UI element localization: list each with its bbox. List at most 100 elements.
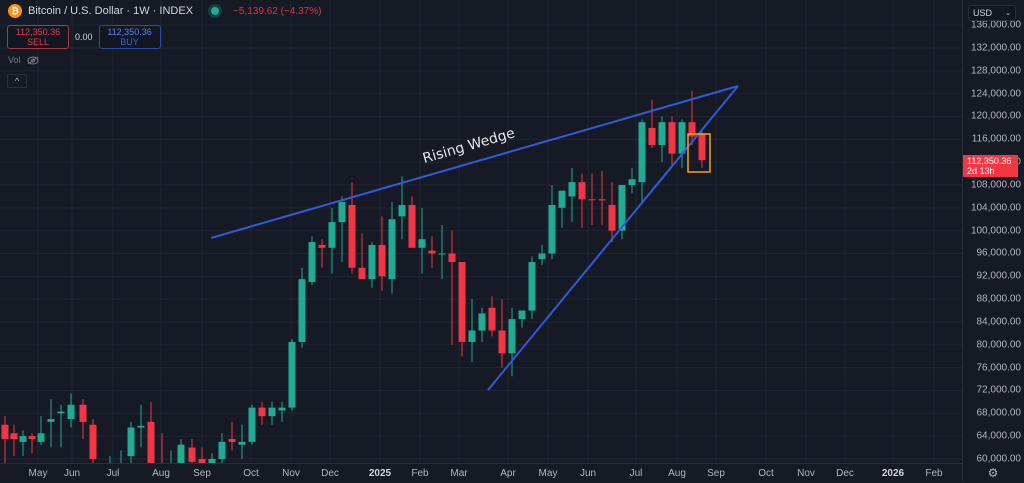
time-tick: Dec	[836, 468, 854, 479]
lower-wedge-line[interactable]	[487, 85, 739, 391]
candle[interactable]	[358, 233, 366, 280]
candle[interactable]	[598, 170, 606, 225]
candle[interactable]	[558, 190, 566, 228]
price-tick: 68,000.00	[976, 407, 1022, 419]
candle[interactable]	[57, 404, 65, 448]
price-tick: 64,000.00	[976, 430, 1022, 442]
vol-label: Vol	[8, 55, 21, 65]
price-tick: 132,000.00	[970, 42, 1021, 54]
candle[interactable]	[548, 184, 556, 260]
candle[interactable]	[118, 450, 125, 463]
candle[interactable]	[298, 267, 306, 348]
time-tick: 2026	[881, 468, 905, 479]
candle[interactable]	[107, 456, 114, 463]
upper-wedge-line[interactable]	[210, 85, 739, 239]
candle[interactable]	[79, 399, 87, 439]
candle[interactable]	[89, 419, 97, 463]
time-axis[interactable]: May Jun Jul Aug Sep Oct Nov Dec 2025 Feb Mar Apr May…	[0, 463, 962, 483]
candle[interactable]	[378, 216, 386, 291]
candle[interactable]	[638, 119, 646, 203]
candle[interactable]	[628, 167, 636, 194]
candle[interactable]	[248, 404, 256, 445]
candle[interactable]	[418, 207, 426, 274]
candle[interactable]	[588, 173, 596, 225]
time-tick: May	[538, 468, 558, 479]
time-tick: Jul	[629, 468, 643, 479]
candle[interactable]	[528, 256, 536, 320]
candle[interactable]	[37, 416, 45, 445]
candle[interactable]	[308, 236, 316, 285]
candle[interactable]	[127, 421, 135, 463]
currency-select[interactable]: USD ⌄	[968, 5, 1016, 21]
symbol-header: ₿ Bitcoin / U.S. Dollar · 1W · INDEX −5,…	[8, 4, 321, 18]
candle[interactable]	[67, 393, 75, 428]
price-axis[interactable]: 136,000.00 132,000.00 128,000.00 124,000.00…	[962, 0, 1024, 482]
candle[interactable]	[338, 196, 346, 263]
candle[interactable]	[448, 230, 456, 345]
candle[interactable]	[648, 99, 656, 148]
candle[interactable]	[568, 167, 576, 223]
candle[interactable]	[368, 242, 376, 288]
candle[interactable]	[288, 339, 296, 411]
candle[interactable]	[538, 244, 546, 265]
sell-button[interactable]: 112,350.36 SELL	[7, 25, 69, 49]
candle[interactable]	[408, 196, 416, 248]
highlight-box[interactable]	[687, 133, 711, 173]
volume-indicator[interactable]: Vol	[8, 55, 39, 65]
candle[interactable]	[508, 307, 516, 377]
candle[interactable]	[208, 453, 216, 463]
candle[interactable]	[10, 424, 18, 457]
candle[interactable]	[159, 433, 166, 463]
candle[interactable]	[318, 239, 326, 268]
candle[interactable]	[268, 401, 276, 425]
chevron-up-icon: ^	[14, 76, 20, 86]
price-tick: 100,000.00	[970, 225, 1021, 237]
gear-icon[interactable]: ⚙	[987, 466, 999, 480]
candle[interactable]	[608, 182, 616, 243]
candle[interactable]	[228, 421, 236, 451]
time-tick: Jun	[63, 468, 81, 479]
candle[interactable]	[578, 173, 586, 228]
candle[interactable]	[498, 299, 506, 368]
candle[interactable]	[278, 401, 286, 422]
trade-panel: 112,350.36 SELL 0.00 112,350.36 BUY	[7, 25, 161, 49]
candle[interactable]	[618, 184, 626, 240]
candle[interactable]	[238, 424, 246, 459]
candle[interactable]	[198, 447, 206, 463]
candle[interactable]	[518, 310, 526, 328]
candle[interactable]	[678, 119, 686, 168]
candle[interactable]	[177, 438, 185, 463]
candle[interactable]	[488, 296, 496, 337]
candle[interactable]	[137, 404, 145, 448]
candle[interactable]	[398, 176, 406, 240]
rising-wedge-label[interactable]: Rising Wedge	[421, 125, 517, 167]
time-tick: Jun	[579, 468, 597, 479]
candlestick-plot[interactable]: Rising Wedge	[0, 0, 962, 463]
candle[interactable]	[28, 433, 36, 454]
candle[interactable]	[478, 307, 486, 342]
candle[interactable]	[258, 401, 266, 425]
candle[interactable]	[658, 116, 666, 163]
candle[interactable]	[428, 236, 436, 268]
price-change: −5,139.62 (−4.37%)	[233, 5, 322, 17]
candle[interactable]	[19, 430, 27, 457]
candle[interactable]	[328, 207, 336, 274]
candle[interactable]	[458, 262, 466, 357]
buy-button[interactable]: 112,350.36 BUY	[98, 25, 161, 49]
candle[interactable]	[468, 299, 476, 362]
symbol-title[interactable]: Bitcoin / U.S. Dollar · 1W · INDEX	[28, 5, 194, 17]
candle[interactable]	[698, 130, 706, 168]
candle[interactable]	[388, 202, 396, 294]
candle[interactable]	[168, 450, 175, 463]
candle[interactable]	[668, 116, 676, 166]
collapse-legend-button[interactable]: ^	[7, 74, 27, 88]
eye-hidden-icon[interactable]	[27, 56, 39, 65]
candle[interactable]	[47, 399, 55, 448]
candle[interactable]	[1, 416, 9, 463]
candle[interactable]	[188, 438, 196, 463]
candle[interactable]	[218, 433, 226, 463]
candle[interactable]	[438, 224, 446, 280]
currency-value: USD	[973, 8, 993, 18]
candle[interactable]	[147, 401, 155, 463]
